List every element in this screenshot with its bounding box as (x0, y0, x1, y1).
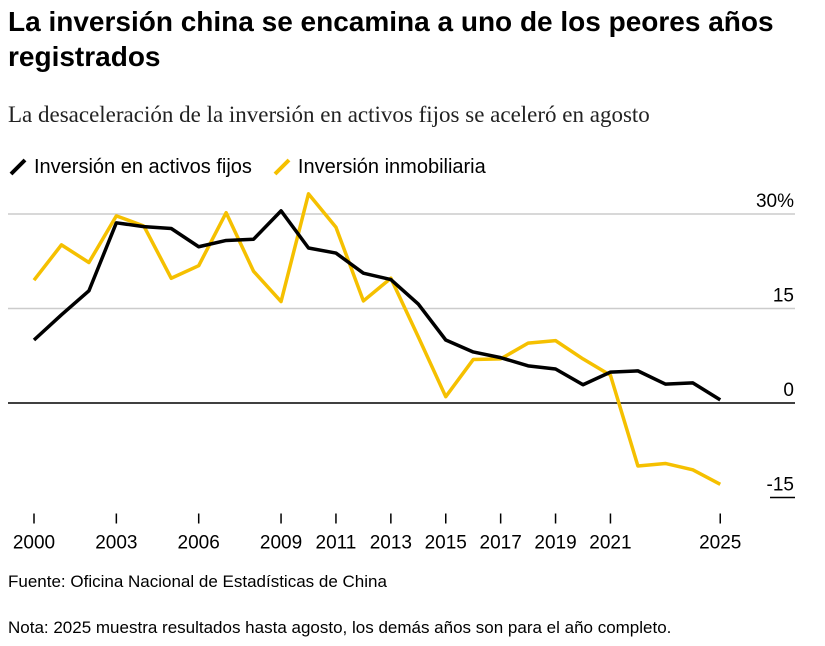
x-tick-label: 2021 (589, 533, 631, 551)
legend-label-fixed-asset: Inversión en activos fijos (34, 155, 252, 178)
line-chart: 30% 15 0 -15 2000 2003 2006 2009 2011 2013 2015 201… (8, 191, 795, 551)
x-tick-label: 2025 (699, 533, 741, 551)
series-line-real-estate (32, 192, 722, 486)
y-tick-label: 15 (773, 286, 794, 307)
y-tick-label: 30% (756, 191, 794, 212)
x-tick-label: 2019 (534, 533, 576, 551)
y-tick-label: -15 (767, 475, 794, 496)
x-tick-label: 2017 (480, 533, 522, 551)
legend-swatch-real-estate (273, 158, 291, 176)
series-line-fixed-asset (32, 209, 722, 402)
y-tick-label: 0 (783, 380, 794, 401)
legend-item-real-estate: Inversión inmobiliaria (272, 156, 486, 179)
x-tick-label: 2006 (178, 533, 220, 551)
x-tick-label: 2015 (425, 533, 467, 551)
source-note: Fuente: Oficina Nacional de Estadísticas… (8, 572, 387, 591)
x-tick-label: 2003 (95, 533, 137, 551)
footnote: Nota: 2025 muestra resultados hasta agos… (8, 618, 672, 637)
legend-swatch-fixed-asset (9, 158, 27, 176)
legend: Inversión en activos fijos Inversión inm… (8, 154, 506, 180)
legend-item-fixed-asset: Inversión en activos fijos (8, 156, 252, 179)
x-tick-label: 2000 (13, 533, 55, 551)
legend-label-real-estate: Inversión inmobiliaria (297, 155, 486, 178)
chart-title: La inversión china se encamina a uno de … (8, 6, 774, 72)
chart-subtitle: La desaceleración de la inversión en act… (8, 102, 650, 127)
x-tick-label: 2013 (370, 533, 412, 551)
x-tick-label: 2011 (316, 533, 357, 551)
x-tick-label: 2009 (260, 533, 302, 551)
